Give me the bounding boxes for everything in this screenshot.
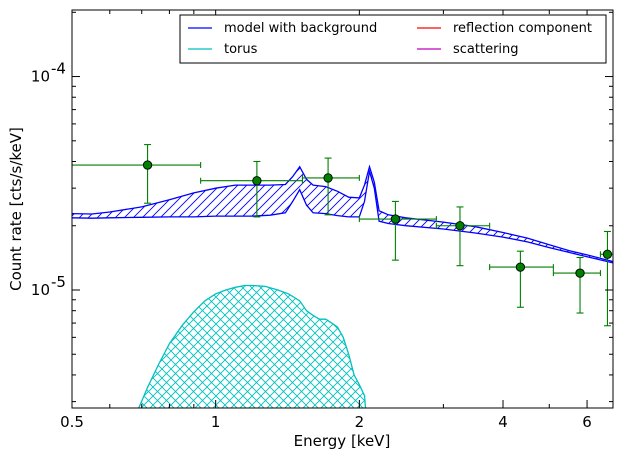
y-tick-label-exp-1: -4 xyxy=(51,60,66,78)
plot-frame xyxy=(71,9,614,409)
x-tick-label-3: 4 xyxy=(498,413,508,431)
torus-band-hatch xyxy=(138,285,366,408)
model-band-hatch xyxy=(72,166,613,263)
y-tick-label-exp-0: -5 xyxy=(51,273,66,291)
data-point-5 xyxy=(515,262,526,272)
data-point-2 xyxy=(323,173,333,183)
data-point-7 xyxy=(602,249,613,259)
model-band-lower-line xyxy=(72,171,613,264)
x-tick-label-2: 2 xyxy=(355,413,365,431)
y-tick-label-0: 10 xyxy=(31,281,50,299)
data-point-3 xyxy=(390,214,401,224)
data-point-4 xyxy=(455,221,465,231)
y-tick-label-1: 10 xyxy=(31,68,50,86)
legend-box xyxy=(179,14,607,64)
legend: model with background reflection compone… xyxy=(179,14,607,64)
data-point-6 xyxy=(575,268,585,278)
data-point-1 xyxy=(252,176,262,186)
legend-label-model: model with background xyxy=(224,21,377,36)
model-band-upper-line xyxy=(72,164,613,263)
x-tick-label-1: 1 xyxy=(211,413,221,431)
x-tick-label-0: 0.5 xyxy=(60,413,84,431)
data-point-0 xyxy=(142,160,153,170)
x-tick-label-4: 6 xyxy=(582,413,592,431)
legend-label-torus: torus xyxy=(224,42,258,57)
x-axis-label: Energy [keV] xyxy=(294,432,391,450)
legend-label-reflection: reflection component xyxy=(453,21,592,36)
torus-band-line xyxy=(138,284,367,408)
y-axis-label: Count rate [cts/s/keV] xyxy=(7,127,25,291)
legend-label-scattering: scattering xyxy=(453,42,519,57)
